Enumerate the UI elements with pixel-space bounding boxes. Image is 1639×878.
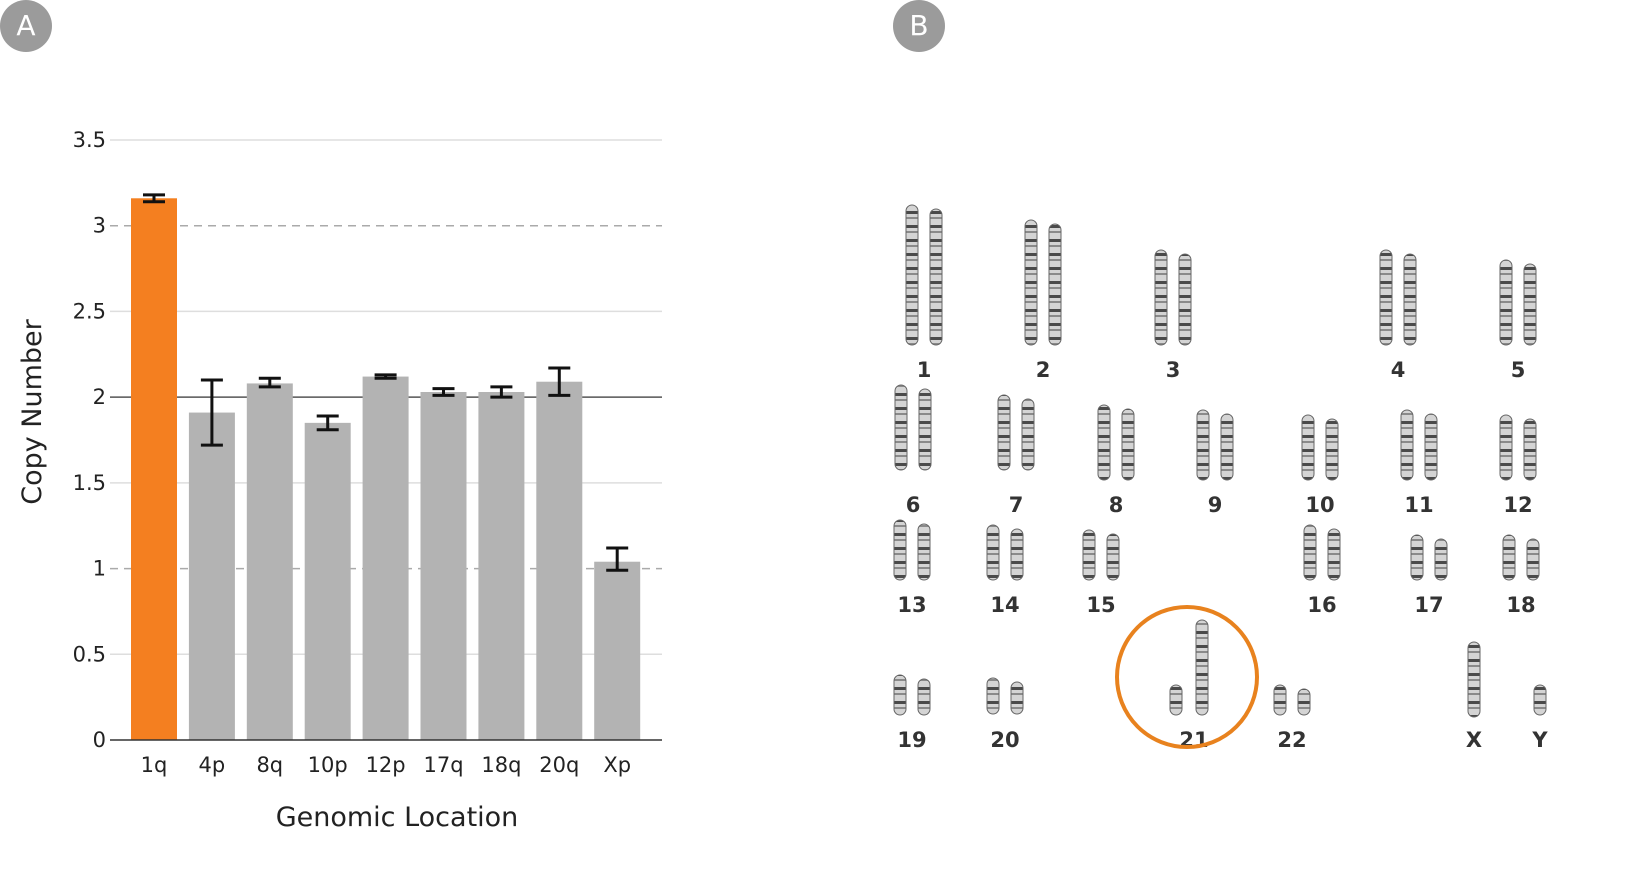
chromosome-X <box>1467 641 1481 718</box>
x-tick-labels: 1q 4p 8q 10p 12p 17q 18q 20q Xp <box>141 753 631 777</box>
chromosome-3 <box>1154 249 1192 346</box>
chromosome-19 <box>893 674 931 716</box>
chromosome-label: 4 <box>1391 358 1406 382</box>
x-tick-label: 8q <box>256 753 283 777</box>
chromosome-label: 3 <box>1166 358 1181 382</box>
bar-12p <box>362 376 409 740</box>
chromosome-label: Y <box>1531 728 1548 752</box>
chromosome-label: 2 <box>1036 358 1051 382</box>
x-tick-label: 12p <box>366 753 406 777</box>
error-bars <box>143 193 629 572</box>
chromosome-21-highlight-circle <box>1115 605 1259 749</box>
bars <box>131 198 641 741</box>
y-tick-label: 3 <box>93 214 106 238</box>
chromosome-label: 12 <box>1503 493 1532 517</box>
copy-number-bar-chart: 0 0.5 1 1.5 2 2.5 3 3.5 1q 4p 8q 10p 12p 17q 18q 20q Xp… <box>17 128 662 833</box>
chromosome-label: 1 <box>917 358 932 382</box>
y-axis-title: Copy Number <box>17 318 48 504</box>
chromosome-8 <box>1097 404 1135 481</box>
x-tick-label: Xp <box>603 753 631 777</box>
error-bar-18q <box>490 385 513 399</box>
chromosome-12 <box>1499 414 1537 481</box>
y-tick-label: 2.5 <box>73 299 106 323</box>
chromosome-17 <box>1410 534 1448 581</box>
x-tick-label: 18q <box>481 753 521 777</box>
chromosome-label: 14 <box>990 593 1019 617</box>
panel-a-badge: A <box>0 0 52 52</box>
bar-4p <box>188 412 235 740</box>
chromosome-4 <box>1379 249 1417 346</box>
y-tick-label: 0 <box>93 728 106 752</box>
chromosome-label: X <box>1466 728 1482 752</box>
chromosome-label: 10 <box>1305 493 1334 517</box>
chromosome-15 <box>1082 529 1120 581</box>
chromosome-label: 9 <box>1208 493 1223 517</box>
bar-20q <box>536 381 583 740</box>
chromosome-label: 13 <box>897 593 926 617</box>
chromosome-label: 20 <box>990 728 1019 752</box>
bar-Xp <box>594 561 641 740</box>
x-tick-label: 17q <box>423 753 463 777</box>
chromosome-14 <box>986 524 1024 581</box>
x-tick-label: 10p <box>308 753 348 777</box>
chromosome-21 <box>1169 619 1209 716</box>
error-bar-10p <box>316 414 339 432</box>
x-tick-label: 4p <box>199 753 226 777</box>
panel-b-badge: B <box>893 0 945 52</box>
chromosome-2 <box>1024 219 1062 346</box>
y-tick-labels: 0 0.5 1 1.5 2 2.5 3 3.5 <box>73 128 106 752</box>
chromosome-label: 16 <box>1307 593 1336 617</box>
chromosome-9 <box>1196 409 1234 481</box>
error-bar-20q <box>548 366 571 397</box>
bar-8q <box>246 383 293 740</box>
bar-10p <box>304 422 351 740</box>
chromosomes <box>893 204 1547 718</box>
chromosome-5 <box>1499 259 1537 346</box>
error-bar-4p <box>200 378 223 447</box>
y-tick-label: 2 <box>93 385 106 409</box>
chromosome-label: 18 <box>1506 593 1535 617</box>
error-bar-12p <box>374 373 397 380</box>
chromosome-label: 7 <box>1009 493 1024 517</box>
y-tick-label: 1.5 <box>73 471 106 495</box>
x-axis-title: Genomic Location <box>276 802 519 833</box>
chromosome-Y <box>1533 684 1547 716</box>
chromosome-label: 19 <box>897 728 926 752</box>
chromosome-label: 6 <box>906 493 921 517</box>
chromosome-1 <box>905 204 943 346</box>
chromosome-18 <box>1502 534 1540 581</box>
x-tick-label: 20q <box>539 753 579 777</box>
x-tick-label: 1q <box>141 753 168 777</box>
chromosome-16 <box>1303 524 1341 581</box>
chromosome-label: 17 <box>1414 593 1443 617</box>
chromosome-label: 5 <box>1511 358 1526 382</box>
chromosome-label: 11 <box>1404 493 1433 517</box>
chromosome-13 <box>893 519 931 581</box>
chromosome-20 <box>986 677 1024 715</box>
y-tick-label: 1 <box>93 557 106 581</box>
chromosome-label: 15 <box>1086 593 1115 617</box>
chromosome-6 <box>894 384 932 471</box>
y-tick-label: 0.5 <box>73 642 106 666</box>
error-bar-17q <box>432 387 455 397</box>
bar-1q <box>131 198 177 741</box>
error-bar-1q <box>143 193 165 204</box>
chromosome-label: 8 <box>1109 493 1124 517</box>
chromosome-11 <box>1400 409 1438 481</box>
chromosome-7 <box>997 394 1035 471</box>
chromosome-label: 22 <box>1277 728 1306 752</box>
bar-17q <box>420 392 467 740</box>
chromosome-22 <box>1273 684 1311 716</box>
chromosome-10 <box>1301 414 1339 481</box>
error-bar-Xp <box>606 546 629 572</box>
y-tick-label: 3.5 <box>73 128 106 152</box>
bar-18q <box>478 392 525 740</box>
error-bar-8q <box>258 376 281 389</box>
